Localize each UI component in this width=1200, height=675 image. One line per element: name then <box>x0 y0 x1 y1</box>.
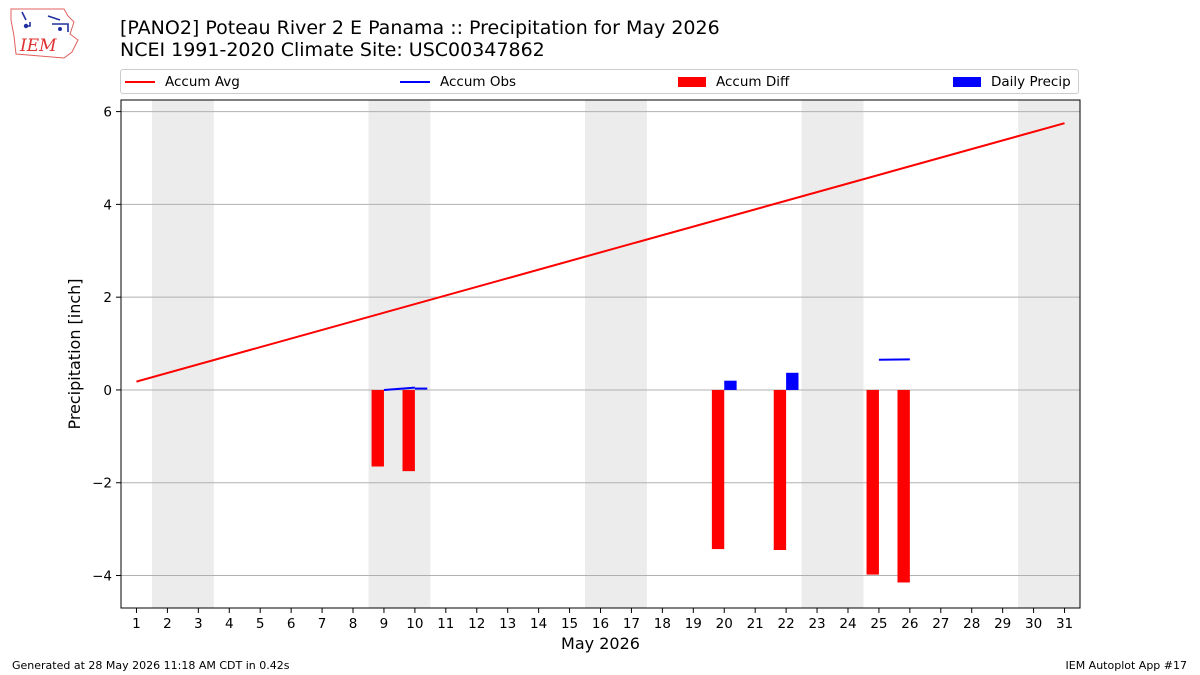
x-tick-label: 27 <box>932 616 949 632</box>
accum-diff-bar <box>371 389 384 467</box>
x-tick-label: 21 <box>747 616 764 632</box>
chart-title: [PANO2] Poteau River 2 E Panama :: Preci… <box>120 17 720 39</box>
y-tick-label: 0 <box>103 383 112 399</box>
x-axis-label: May 2026 <box>561 634 640 653</box>
x-tick-label: 28 <box>963 616 980 632</box>
iem-logo: IEM <box>8 6 80 60</box>
x-tick-label: 22 <box>778 616 795 632</box>
legend-item-accum-diff: Accum Diff <box>678 73 789 91</box>
legend-label-accum-diff: Accum Diff <box>716 74 790 90</box>
legend-item-daily-precip: Daily Precip <box>953 73 1071 91</box>
x-tick-label: 25 <box>870 616 887 632</box>
legend-item-accum-avg: Accum Avg <box>125 73 240 91</box>
daily-precip-bar <box>724 380 737 390</box>
legend-label-accum-obs: Accum Obs <box>440 74 517 90</box>
weekend-band <box>585 100 647 608</box>
weekend-band <box>368 100 431 608</box>
legend-swatch-accum-diff <box>678 77 706 87</box>
x-tick-label: 17 <box>623 616 640 632</box>
accum-diff-bar <box>773 389 787 551</box>
weekend-band <box>151 100 214 608</box>
legend: Accum Avg Accum Obs Accum Diff Daily Pre… <box>120 69 1079 94</box>
accum-avg-line <box>136 122 1065 383</box>
app-credit: IEM Autoplot App #17 <box>1065 659 1188 672</box>
x-tick-label: 18 <box>654 616 671 632</box>
chart-subtitle: NCEI 1991-2020 Climate Site: USC00347862 <box>120 39 545 61</box>
y-tick-label: 2 <box>103 290 112 306</box>
x-tick-label: 13 <box>499 616 516 632</box>
y-axis-label: Precipitation [inch] <box>65 278 84 429</box>
x-tick-label: 14 <box>530 616 547 632</box>
x-tick-label: 29 <box>994 616 1011 632</box>
x-tick-label: 5 <box>256 616 265 632</box>
legend-swatch-accum-obs <box>400 81 430 83</box>
accum-diff-bar <box>897 389 910 583</box>
x-tick-label: 9 <box>380 616 389 632</box>
x-tick-label: 4 <box>225 616 234 632</box>
x-tick-label: 19 <box>685 616 702 632</box>
x-tick-label: 23 <box>808 616 825 632</box>
x-tick-label: 15 <box>561 616 578 632</box>
x-tick-label: 1 <box>132 616 141 632</box>
legend-label-accum-avg: Accum Avg <box>165 74 240 90</box>
weekend-band <box>801 100 864 608</box>
accum-diff-bar <box>866 389 879 575</box>
x-tick-label: 26 <box>901 616 918 632</box>
accum-diff-bar <box>402 389 415 472</box>
legend-swatch-daily-precip <box>953 77 981 87</box>
x-tick-label: 30 <box>1025 616 1042 632</box>
x-tick-label: 12 <box>468 616 485 632</box>
x-tick-label: 31 <box>1056 616 1073 632</box>
accum-diff-bar <box>711 389 725 550</box>
legend-label-daily-precip: Daily Precip <box>991 74 1071 90</box>
y-tick-label: −4 <box>92 569 112 585</box>
x-tick-label: 16 <box>592 616 609 632</box>
generated-timestamp: Generated at 28 May 2026 11:18 AM CDT in… <box>12 659 290 672</box>
x-tick-label: 7 <box>318 616 327 632</box>
y-tick-label: −2 <box>92 476 112 492</box>
x-tick-label: 3 <box>194 616 203 632</box>
x-tick-label: 8 <box>349 616 358 632</box>
x-tick-label: 24 <box>839 616 856 632</box>
accum-obs-line <box>383 386 415 391</box>
y-tick-label: 4 <box>103 197 112 213</box>
daily-precip-bar <box>786 372 799 390</box>
x-tick-label: 20 <box>716 616 733 632</box>
x-tick-label: 2 <box>163 616 172 632</box>
x-tick-label: 11 <box>437 616 454 632</box>
svg-text:IEM: IEM <box>19 36 57 56</box>
legend-swatch-accum-avg <box>125 81 155 83</box>
legend-item-accum-obs: Accum Obs <box>400 73 516 91</box>
x-tick-label: 6 <box>287 616 296 632</box>
y-tick-label: 6 <box>103 105 112 121</box>
x-tick-label: 10 <box>406 616 423 632</box>
weekend-band <box>1018 100 1080 608</box>
